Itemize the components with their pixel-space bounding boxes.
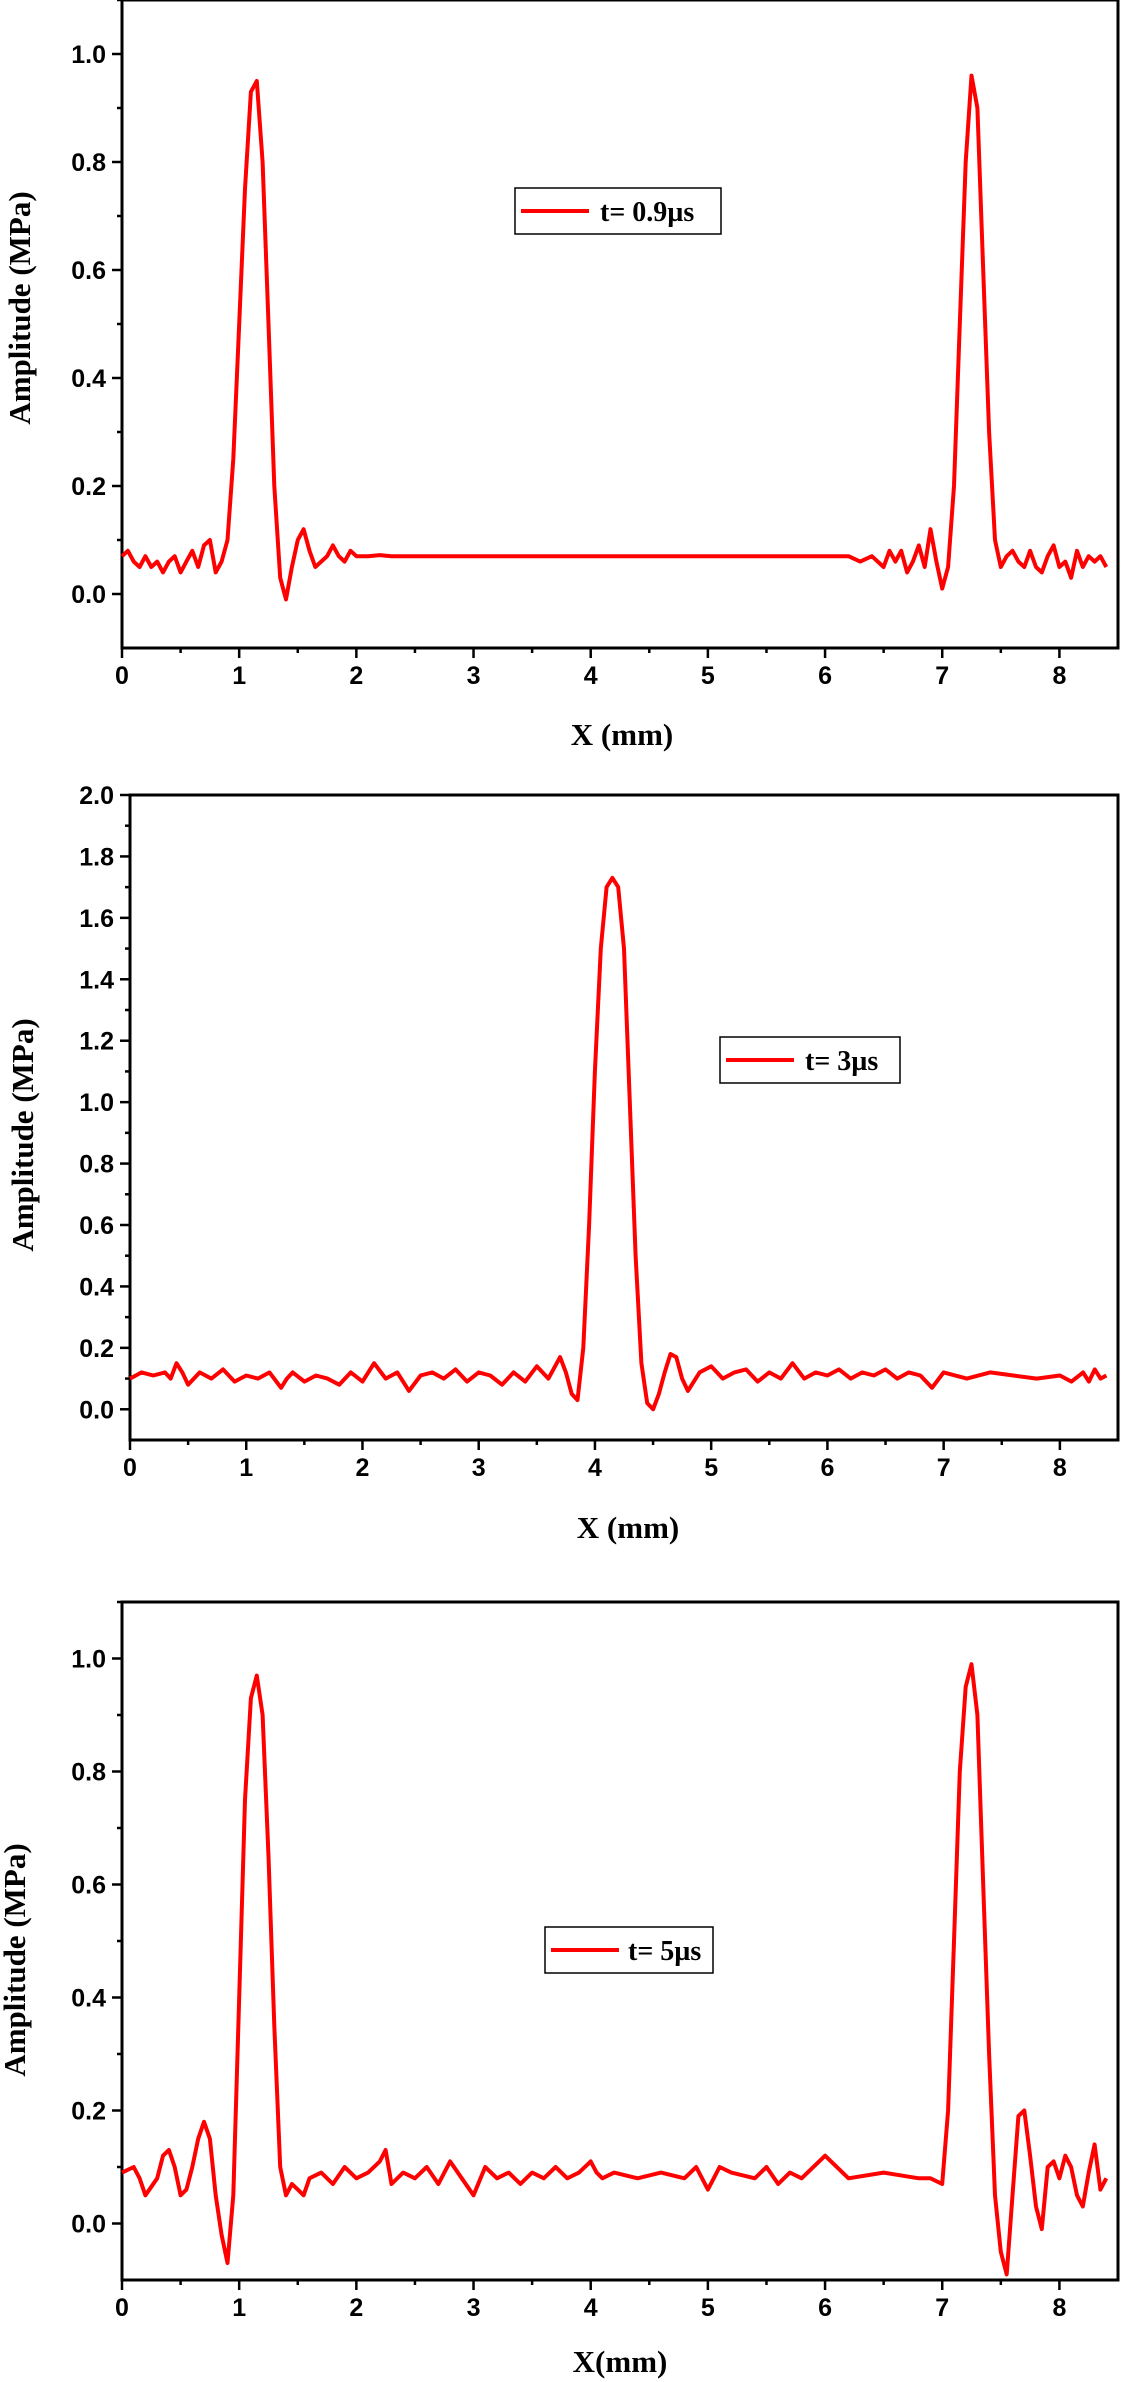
x-tick-label: 8 [1053,1454,1067,1482]
y-tick-label: 0.0 [79,1396,114,1424]
y-tick-label: 0.2 [71,2098,106,2126]
x-tick-label: 7 [935,662,949,690]
legend-label: t= 3µs [805,1046,878,1077]
y-tick-label: 1.2 [79,1028,114,1056]
x-tick-label: 2 [349,662,363,690]
chart-panel-1: Amplitude (MPa) X (mm) 0 1 2 3 4 5 6 7 8 0.0 0.2 0.… [2,0,1120,752]
y-axis-label: Amplitude (MPa) [5,1018,40,1251]
legend-label: t= 0.9µs [600,197,694,228]
y-tick-label: 1.6 [79,905,114,933]
y-tick-label: 0.6 [79,1212,114,1240]
x-tick-label: 4 [588,1454,602,1482]
x-tick-label: 4 [584,662,598,690]
series-line [121,1662,1109,2277]
x-tick-label: 3 [467,2294,481,2322]
legend-label: t= 5µs [628,1936,701,1967]
x-tick-label: 0 [115,662,129,690]
legend: t= 3µs [719,1036,901,1084]
x-axis-label: X(mm) [573,2344,668,2379]
plot-frame [128,793,1120,1442]
y-tick-label: 0.8 [71,149,106,177]
x-tick-label: 3 [472,1454,486,1482]
x-tick-label: 8 [1052,2294,1066,2322]
y-tick-label: 2.0 [79,782,114,810]
x-tick-label: 1 [232,2294,246,2322]
x-tick-label: 7 [935,2294,949,2322]
x-tick-label: 2 [349,2294,363,2322]
y-axis-label: Amplitude (MPa) [2,191,37,424]
x-tick-label: 8 [1052,662,1066,690]
x-tick-label: 6 [818,2294,832,2322]
x-tick-label: 4 [584,2294,598,2322]
legend: t= 5µs [544,1926,714,1974]
y-tick-label: 0.6 [71,1872,106,1900]
x-tick-label: 1 [232,662,246,690]
x-tick-label: 5 [704,1454,718,1482]
legend: t= 0.9µs [514,187,722,235]
y-tick-label: 1.0 [79,1089,114,1117]
y-tick-label: 0.6 [71,257,106,285]
y-tick-label: 1.0 [71,41,106,69]
x-tick-label: 0 [115,2294,129,2322]
y-axis-label: Amplitude (MPa) [0,1843,32,2076]
y-tick-label: 0.0 [71,2211,106,2239]
y-tick-label: 0.8 [71,1759,106,1787]
y-tick-label: 0.0 [71,581,106,609]
x-tick-label: 1 [239,1454,253,1482]
y-tick-label: 0.4 [71,1985,106,2013]
y-tick-label: 1.8 [79,843,114,871]
x-tick-label: 6 [818,662,832,690]
y-tick-label: 0.4 [79,1273,114,1301]
x-axis-label: X (mm) [577,1510,679,1545]
y-tick-label: 0.2 [71,473,106,501]
chart-panel-3: Amplitude (MPa) X(mm) 0 1 2 3 4 5 6 7 8 0.0 0.2 0.4… [0,1600,1120,2379]
x-tick-label: 6 [820,1454,834,1482]
y-tick-label: 0.2 [79,1335,114,1363]
chart-panel-2: Amplitude (MPa) X (mm) 0 1 2 3 4 5 6 7 8 0.0 0.2 0.… [5,782,1120,1545]
y-tick-label: 1.4 [79,966,114,994]
x-tick-label: 5 [701,2294,715,2322]
x-tick-label: 7 [937,1454,951,1482]
series-line [120,73,1109,602]
series-line [129,875,1108,1412]
y-tick-label: 0.8 [79,1151,114,1179]
y-tick-label: 0.4 [71,365,106,393]
y-tick-label: 1.0 [71,1646,106,1674]
x-tick-label: 3 [467,662,481,690]
x-tick-label: 0 [123,1454,137,1482]
x-tick-label: 2 [356,1454,370,1482]
x-tick-label: 5 [701,662,715,690]
x-axis-label: X (mm) [571,717,673,752]
